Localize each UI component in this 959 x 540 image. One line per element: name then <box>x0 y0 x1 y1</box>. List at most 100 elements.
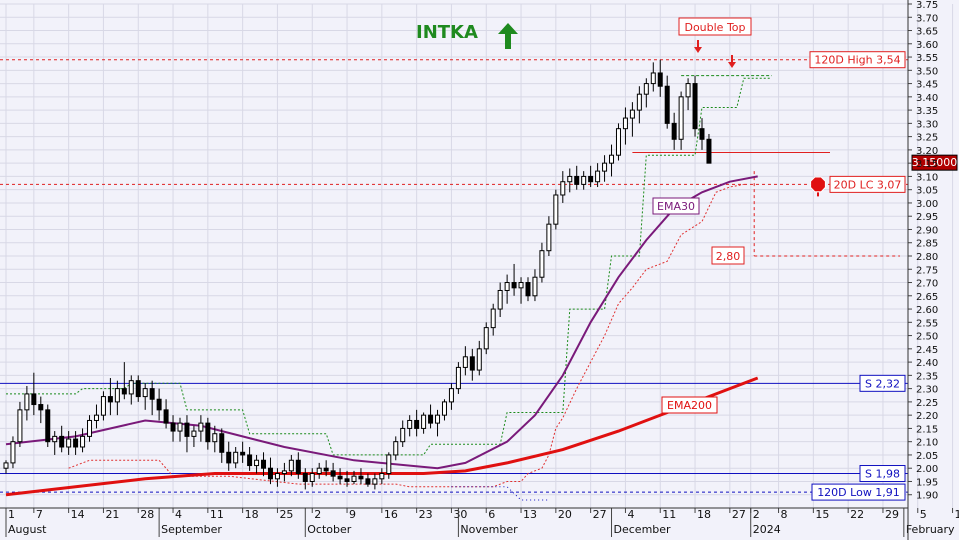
candle-body <box>38 404 44 411</box>
y-tick-label: 2.20 <box>916 411 938 422</box>
month-label: September <box>161 523 222 536</box>
x-tick-label: 1 <box>8 508 15 521</box>
candle-body <box>539 250 545 278</box>
target-label-box <box>711 246 745 265</box>
double-top-arrow-1 <box>694 40 702 53</box>
candle-body <box>135 380 141 398</box>
candle-body <box>128 380 134 395</box>
candle-body <box>650 72 656 85</box>
y-tick-label: 3.05 <box>916 186 938 197</box>
y-tick-label: 3.20 <box>916 146 938 157</box>
candle-body <box>574 175 580 185</box>
ema30-label-text: EMA30 <box>657 200 695 213</box>
candle-body <box>323 467 329 472</box>
candle-body <box>448 388 454 403</box>
candle-body <box>414 419 420 429</box>
candle-body <box>295 459 301 475</box>
y-tick-label: 3.75 <box>916 0 938 11</box>
x-tick-label: 5 <box>920 508 927 521</box>
candle-body <box>504 282 510 291</box>
y-tick-label: 3.25 <box>916 133 938 144</box>
candle-body <box>636 93 642 111</box>
candle-body <box>664 85 670 124</box>
x-tick-label: 14 <box>71 508 85 521</box>
y-tick-label: 3.55 <box>916 53 938 64</box>
stop-sign-shape <box>810 176 826 193</box>
target-label: 2,80 <box>711 246 745 265</box>
candle-body <box>595 170 601 183</box>
candle-body <box>170 422 176 432</box>
y-tick-label: 3.70 <box>916 13 938 24</box>
candle-body <box>73 438 79 448</box>
month-label: February <box>906 523 955 536</box>
candle-body <box>588 175 594 183</box>
y-tick-label: 1.90 <box>916 491 938 502</box>
month-label: 2024 <box>753 523 781 536</box>
x-tick-label: 25 <box>279 508 293 521</box>
candle-body <box>226 451 232 464</box>
y-tick-label: 2.55 <box>916 318 938 329</box>
candle-body <box>581 175 587 185</box>
candle-body <box>17 409 23 443</box>
y-tick-label: 2.50 <box>916 332 938 343</box>
x-tick-label: 11 <box>210 508 224 521</box>
s-upper-label-box <box>859 374 906 392</box>
last-price-label-text: 3.15000 <box>912 156 958 169</box>
candle-body <box>121 388 127 395</box>
high-120d-label: 120D High 3,54 <box>809 51 906 69</box>
x-tick-label: 22 <box>850 508 864 521</box>
x-tick-label: 4 <box>627 508 634 521</box>
x-tick-label: 6 <box>488 508 495 521</box>
x-tick-label: 21 <box>105 508 119 521</box>
candle-body <box>462 356 468 368</box>
s-lower-label: S 1,98 <box>859 465 906 483</box>
ema200-label-text: EMA200 <box>667 399 712 412</box>
candle-body <box>609 154 615 164</box>
high-120d-label-box <box>809 51 906 69</box>
y-tick-label: 2.45 <box>916 345 938 356</box>
candle-body <box>177 422 183 432</box>
low-120d-label: 120D Low 1,91 <box>811 483 906 501</box>
last-price-label: 3.15000 <box>911 154 958 171</box>
ticker-label: INTKA <box>416 22 478 43</box>
candle-body <box>455 366 461 390</box>
candle-body <box>678 96 684 140</box>
x-tick-label: 12 <box>955 508 959 521</box>
y-tick-label: 2.05 <box>916 451 938 462</box>
candle-body <box>421 414 427 429</box>
candle-body <box>3 462 9 469</box>
x-tick-label: 16 <box>384 508 398 521</box>
double-top-label: Double Top <box>678 17 752 36</box>
y-tick-label: 3.40 <box>916 93 938 104</box>
y-tick-label: 3.45 <box>916 80 938 91</box>
candle-body <box>546 223 552 252</box>
lc-20d-label-text: 20D LC 3,07 <box>834 178 902 191</box>
candle-body <box>274 473 280 480</box>
candle-body <box>629 109 635 119</box>
y-tick-label: 3.35 <box>916 106 938 117</box>
candle-body <box>247 454 253 467</box>
s-upper-label-text: S 2,32 <box>865 377 900 390</box>
candle-body <box>31 393 37 406</box>
candle-body <box>254 459 260 467</box>
month-label: August <box>8 523 47 536</box>
dotted-low-line <box>451 486 549 501</box>
candle-body <box>407 419 413 429</box>
low-120d-label-box <box>811 483 906 501</box>
y-tick-label: 2.10 <box>916 438 938 449</box>
candle-body <box>699 128 705 140</box>
trailing-bottom-line <box>68 183 744 488</box>
candle-body <box>567 175 573 183</box>
candle-body <box>469 356 475 371</box>
y-tick-label: 3.65 <box>916 27 938 38</box>
candle-body <box>24 393 30 411</box>
candle-body <box>191 430 197 437</box>
candle-body <box>163 409 169 424</box>
y-tick-label: 2.35 <box>916 371 938 382</box>
x-tick-label: 11 <box>662 508 676 521</box>
candle-body <box>261 459 267 469</box>
x-tick-label: 2 <box>314 508 321 521</box>
candle-body <box>142 388 148 398</box>
candle-body <box>156 398 162 411</box>
candle-body <box>511 282 517 289</box>
